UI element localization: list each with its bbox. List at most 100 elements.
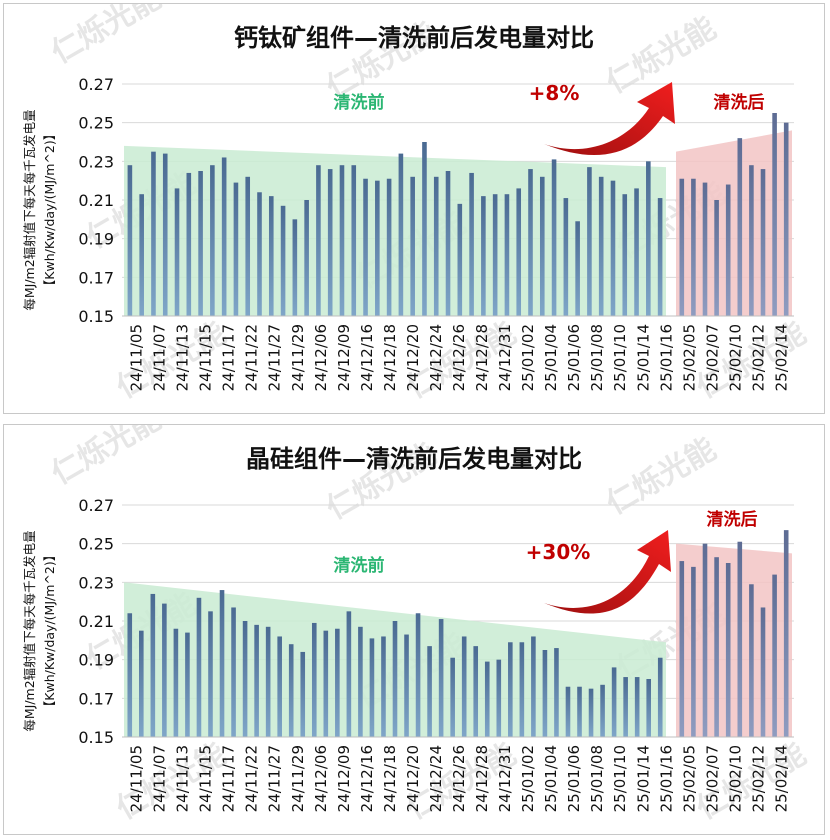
x-tick-label: 25/02/10 [726, 324, 744, 391]
y-tick-label: 0.15 [78, 728, 114, 747]
perovskite-chart: 仁烁光能仁烁光能仁烁光能仁烁光能仁烁光能仁烁光能仁烁光能仁烁光能仁烁光能钙钛矿组… [22, 0, 812, 406]
after-bar [749, 584, 754, 737]
before-bar [277, 636, 282, 737]
x-tick-label: 24/11/05 [128, 745, 146, 812]
before-bar [469, 172, 474, 316]
x-tick-label: 24/12/06 [312, 324, 330, 391]
silicon-chart: 仁烁光能仁烁光能仁烁光能仁烁光能仁烁光能仁烁光能仁烁光能仁烁光能仁烁光能晶硅组件… [22, 402, 812, 827]
trend-arrow-icon [544, 82, 675, 156]
x-tick-label: 24/11/13 [174, 324, 192, 391]
x-tick-label: 25/01/06 [565, 324, 583, 391]
y-tick-label: 0.21 [78, 612, 114, 631]
before-bar [221, 157, 227, 316]
before-bar [174, 188, 180, 316]
before-bar [481, 196, 486, 316]
after-bar [691, 178, 696, 316]
x-tick-label: 24/11/15 [197, 324, 215, 391]
x-tick-label: 24/12/24 [427, 745, 445, 812]
before-bar [245, 176, 251, 316]
before-bar [268, 196, 274, 316]
silicon-chart-panel: 仁烁光能仁烁光能仁烁光能仁烁光能仁烁光能仁烁光能仁烁光能仁烁光能仁烁光能晶硅组件… [3, 402, 825, 835]
x-tick-label: 25/01/16 [657, 745, 675, 812]
x-tick-label: 24/12/28 [473, 324, 491, 391]
after-bar [737, 541, 743, 737]
after-bar [691, 566, 696, 737]
perovskite-chart-panel: 仁烁光能仁烁光能仁烁光能仁烁光能仁烁光能仁烁光能仁烁光能仁烁光能仁烁光能钙钛矿组… [3, 0, 825, 414]
x-tick-label: 25/01/06 [565, 745, 583, 812]
before-label: 清洗前 [334, 555, 385, 576]
x-tick-label: 24/11/17 [220, 745, 238, 812]
before-bar [427, 646, 432, 737]
before-bar [398, 153, 404, 316]
after-bar [702, 543, 708, 737]
before-bar [433, 176, 439, 316]
before-bar [327, 169, 333, 316]
change-label: +30% [526, 540, 591, 564]
before-bar [151, 151, 156, 316]
after-label: 清洗后 [714, 92, 765, 113]
x-tick-label: 24/12/31 [496, 324, 514, 391]
before-bar [622, 194, 628, 316]
before-bar [588, 688, 594, 737]
before-bar [300, 651, 306, 737]
chart-title: 晶硅组件—清洗前后发电量对比 [246, 445, 582, 473]
before-bar [577, 686, 582, 737]
x-tick-label: 24/11/17 [220, 324, 238, 391]
before-bar [531, 636, 536, 737]
x-tick-label: 24/12/24 [427, 324, 445, 391]
after-bar [702, 182, 708, 316]
before-bar [404, 634, 409, 737]
before-bar [339, 165, 345, 316]
before-bar [646, 679, 652, 737]
x-tick-label: 25/01/02 [519, 745, 537, 812]
after-bar [772, 574, 777, 737]
x-tick-label: 25/01/04 [542, 324, 560, 391]
x-tick-label: 24/11/29 [289, 324, 307, 391]
y-tick-label: 0.27 [78, 496, 114, 515]
before-bar [254, 624, 259, 737]
after-bar [679, 561, 685, 737]
before-bar [242, 621, 248, 737]
before-bar [484, 661, 490, 737]
before-bar [375, 180, 380, 316]
before-bar [335, 628, 340, 737]
change-label: +8% [529, 81, 580, 105]
before-bar [351, 165, 357, 316]
y-tick-label: 0.15 [78, 307, 114, 326]
y-tick-label: 0.27 [78, 75, 114, 94]
y-tick-label: 0.23 [78, 152, 114, 171]
before-bar [358, 626, 363, 737]
before-bar [198, 171, 203, 316]
before-bar [598, 176, 604, 316]
before-bar [150, 593, 156, 737]
before-bar [304, 200, 309, 316]
watermark-logo: 仁烁光能 [46, 425, 167, 492]
before-bar [363, 178, 368, 316]
before-bar [162, 153, 168, 316]
before-bar [139, 194, 144, 316]
before-bar [457, 203, 463, 316]
before-bar [186, 172, 192, 316]
before-bar [539, 176, 545, 316]
y-axis-label-line2: 【Kwh/Kw/day/(MJ/m^2)】 [42, 128, 57, 292]
before-trend-area [124, 145, 666, 316]
x-tick-label: 25/02/05 [680, 324, 698, 391]
before-bar [292, 219, 298, 316]
y-tick-label: 0.19 [78, 230, 114, 249]
x-tick-label: 24/11/27 [266, 745, 284, 812]
after-bar [714, 557, 719, 737]
x-tick-label: 25/02/10 [726, 745, 744, 812]
before-bar [504, 194, 510, 316]
after-bar [772, 113, 777, 316]
after-bar [725, 563, 731, 737]
before-bar [438, 619, 444, 737]
y-axis-label-line1: 每MJ/m2辐射值下每天每千瓦发电量 [22, 530, 37, 731]
before-bar [410, 176, 415, 316]
after-bar [749, 165, 754, 316]
x-tick-label: 24/12/20 [404, 324, 422, 391]
before-label: 清洗前 [334, 92, 385, 113]
before-bar [210, 165, 215, 316]
before-bar [280, 205, 286, 316]
chart-title: 钙钛矿组件—清洗前后发电量对比 [234, 24, 594, 52]
x-tick-label: 24/11/15 [197, 745, 215, 812]
